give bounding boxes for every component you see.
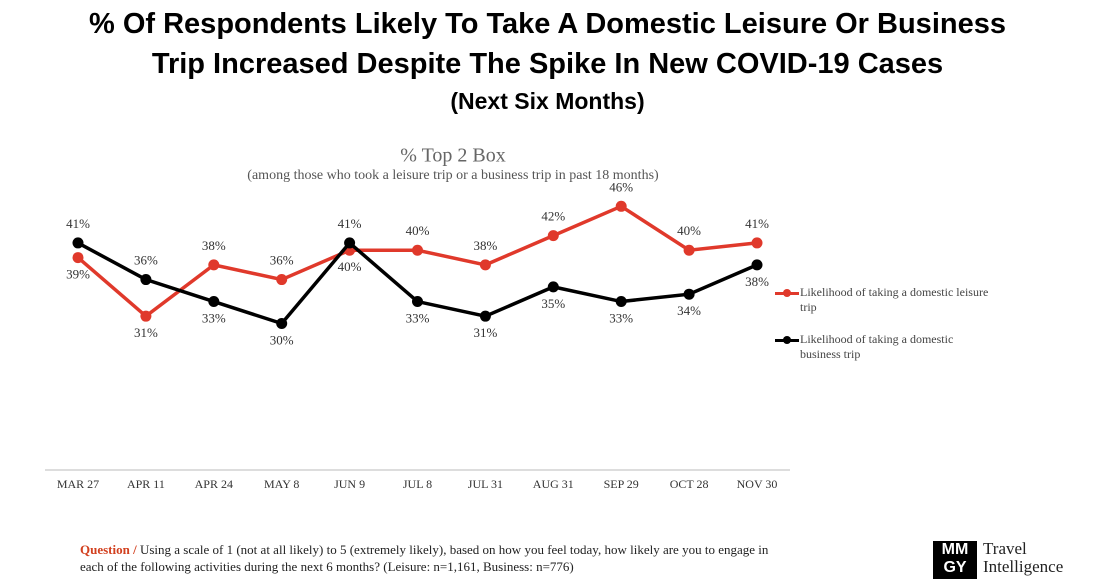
data-label: 38% — [202, 238, 226, 253]
footnote-text: Using a scale of 1 (not at all likely) t… — [80, 542, 769, 574]
data-point — [72, 252, 84, 264]
logo-mark: MM GY — [933, 541, 977, 579]
logo-text: Travel Intelligence — [983, 540, 1063, 576]
data-label: 39% — [66, 267, 90, 282]
data-label: 46% — [609, 179, 633, 194]
data-label: 31% — [473, 325, 497, 340]
data-point — [344, 237, 356, 249]
x-tick-label: APR 11 — [127, 477, 165, 491]
x-tick-label: JUL 31 — [468, 477, 503, 491]
data-point — [547, 281, 559, 293]
data-point — [140, 310, 152, 322]
data-label: 40% — [406, 223, 430, 238]
x-tick-label: OCT 28 — [670, 477, 709, 491]
data-label: 41% — [338, 216, 362, 231]
data-label: 31% — [134, 325, 158, 340]
data-label: 42% — [541, 209, 565, 224]
data-point — [276, 274, 288, 286]
data-point — [276, 318, 288, 329]
footnote: Question / Using a scale of 1 (not at al… — [80, 541, 770, 575]
legend-marker — [783, 336, 791, 344]
logo-text-line: Intelligence — [983, 557, 1064, 576]
data-label: 33% — [406, 311, 430, 326]
data-label: 33% — [609, 311, 633, 326]
data-label: 40% — [338, 259, 362, 274]
data-point — [615, 296, 627, 308]
data-label: 40% — [677, 223, 701, 238]
legend-label: Likelihood of taking a domestic leisure … — [800, 285, 989, 314]
data-label: 36% — [270, 253, 294, 268]
data-label: 36% — [134, 253, 158, 268]
data-label: 38% — [473, 238, 497, 253]
x-tick-label: AUG 31 — [533, 477, 574, 491]
data-point — [479, 310, 491, 322]
data-point — [751, 237, 763, 249]
data-point — [72, 237, 84, 249]
title-line: % Of Respondents Likely To Take A Domest… — [89, 8, 1006, 40]
data-point — [683, 288, 695, 300]
legend-label: Likelihood of taking a domestic business… — [800, 332, 954, 361]
logo-mark-line: GY — [943, 559, 967, 576]
data-point — [479, 259, 491, 271]
x-tick-label: SEP 29 — [604, 477, 639, 491]
data-label: 35% — [541, 296, 565, 311]
data-point — [683, 244, 695, 256]
data-label: 33% — [202, 311, 226, 326]
data-point — [208, 296, 220, 308]
data-point — [412, 296, 423, 308]
x-tick-label: MAR 27 — [57, 477, 99, 491]
data-label: 41% — [745, 216, 769, 231]
x-tick-label: APR 24 — [195, 477, 233, 491]
subtitle: (Next Six Months) — [450, 88, 645, 114]
footnote-label: Question / — [80, 542, 137, 557]
data-point — [140, 274, 152, 286]
data-point — [615, 200, 627, 212]
data-label: 41% — [66, 216, 90, 231]
chart-subtitle: (among those who took a leisure trip or … — [247, 168, 659, 183]
chart-title: % Top 2 Box — [400, 145, 505, 167]
x-tick-label: JUN 9 — [334, 477, 365, 491]
data-point — [751, 259, 763, 271]
legend-marker — [783, 289, 791, 297]
data-point — [412, 244, 423, 256]
data-point — [547, 230, 559, 242]
x-tick-label: JUL 8 — [403, 477, 432, 491]
data-point — [208, 259, 220, 271]
data-label: 30% — [270, 332, 294, 347]
data-label: 34% — [677, 303, 701, 318]
logo-mark-line: MM — [941, 541, 969, 558]
x-tick-label: NOV 30 — [737, 477, 778, 491]
x-tick-label: MAY 8 — [264, 477, 299, 491]
data-label: 38% — [745, 274, 769, 289]
title-line: Trip Increased Despite The Spike In New … — [151, 48, 944, 80]
logo-text-line: Travel — [983, 539, 1027, 558]
